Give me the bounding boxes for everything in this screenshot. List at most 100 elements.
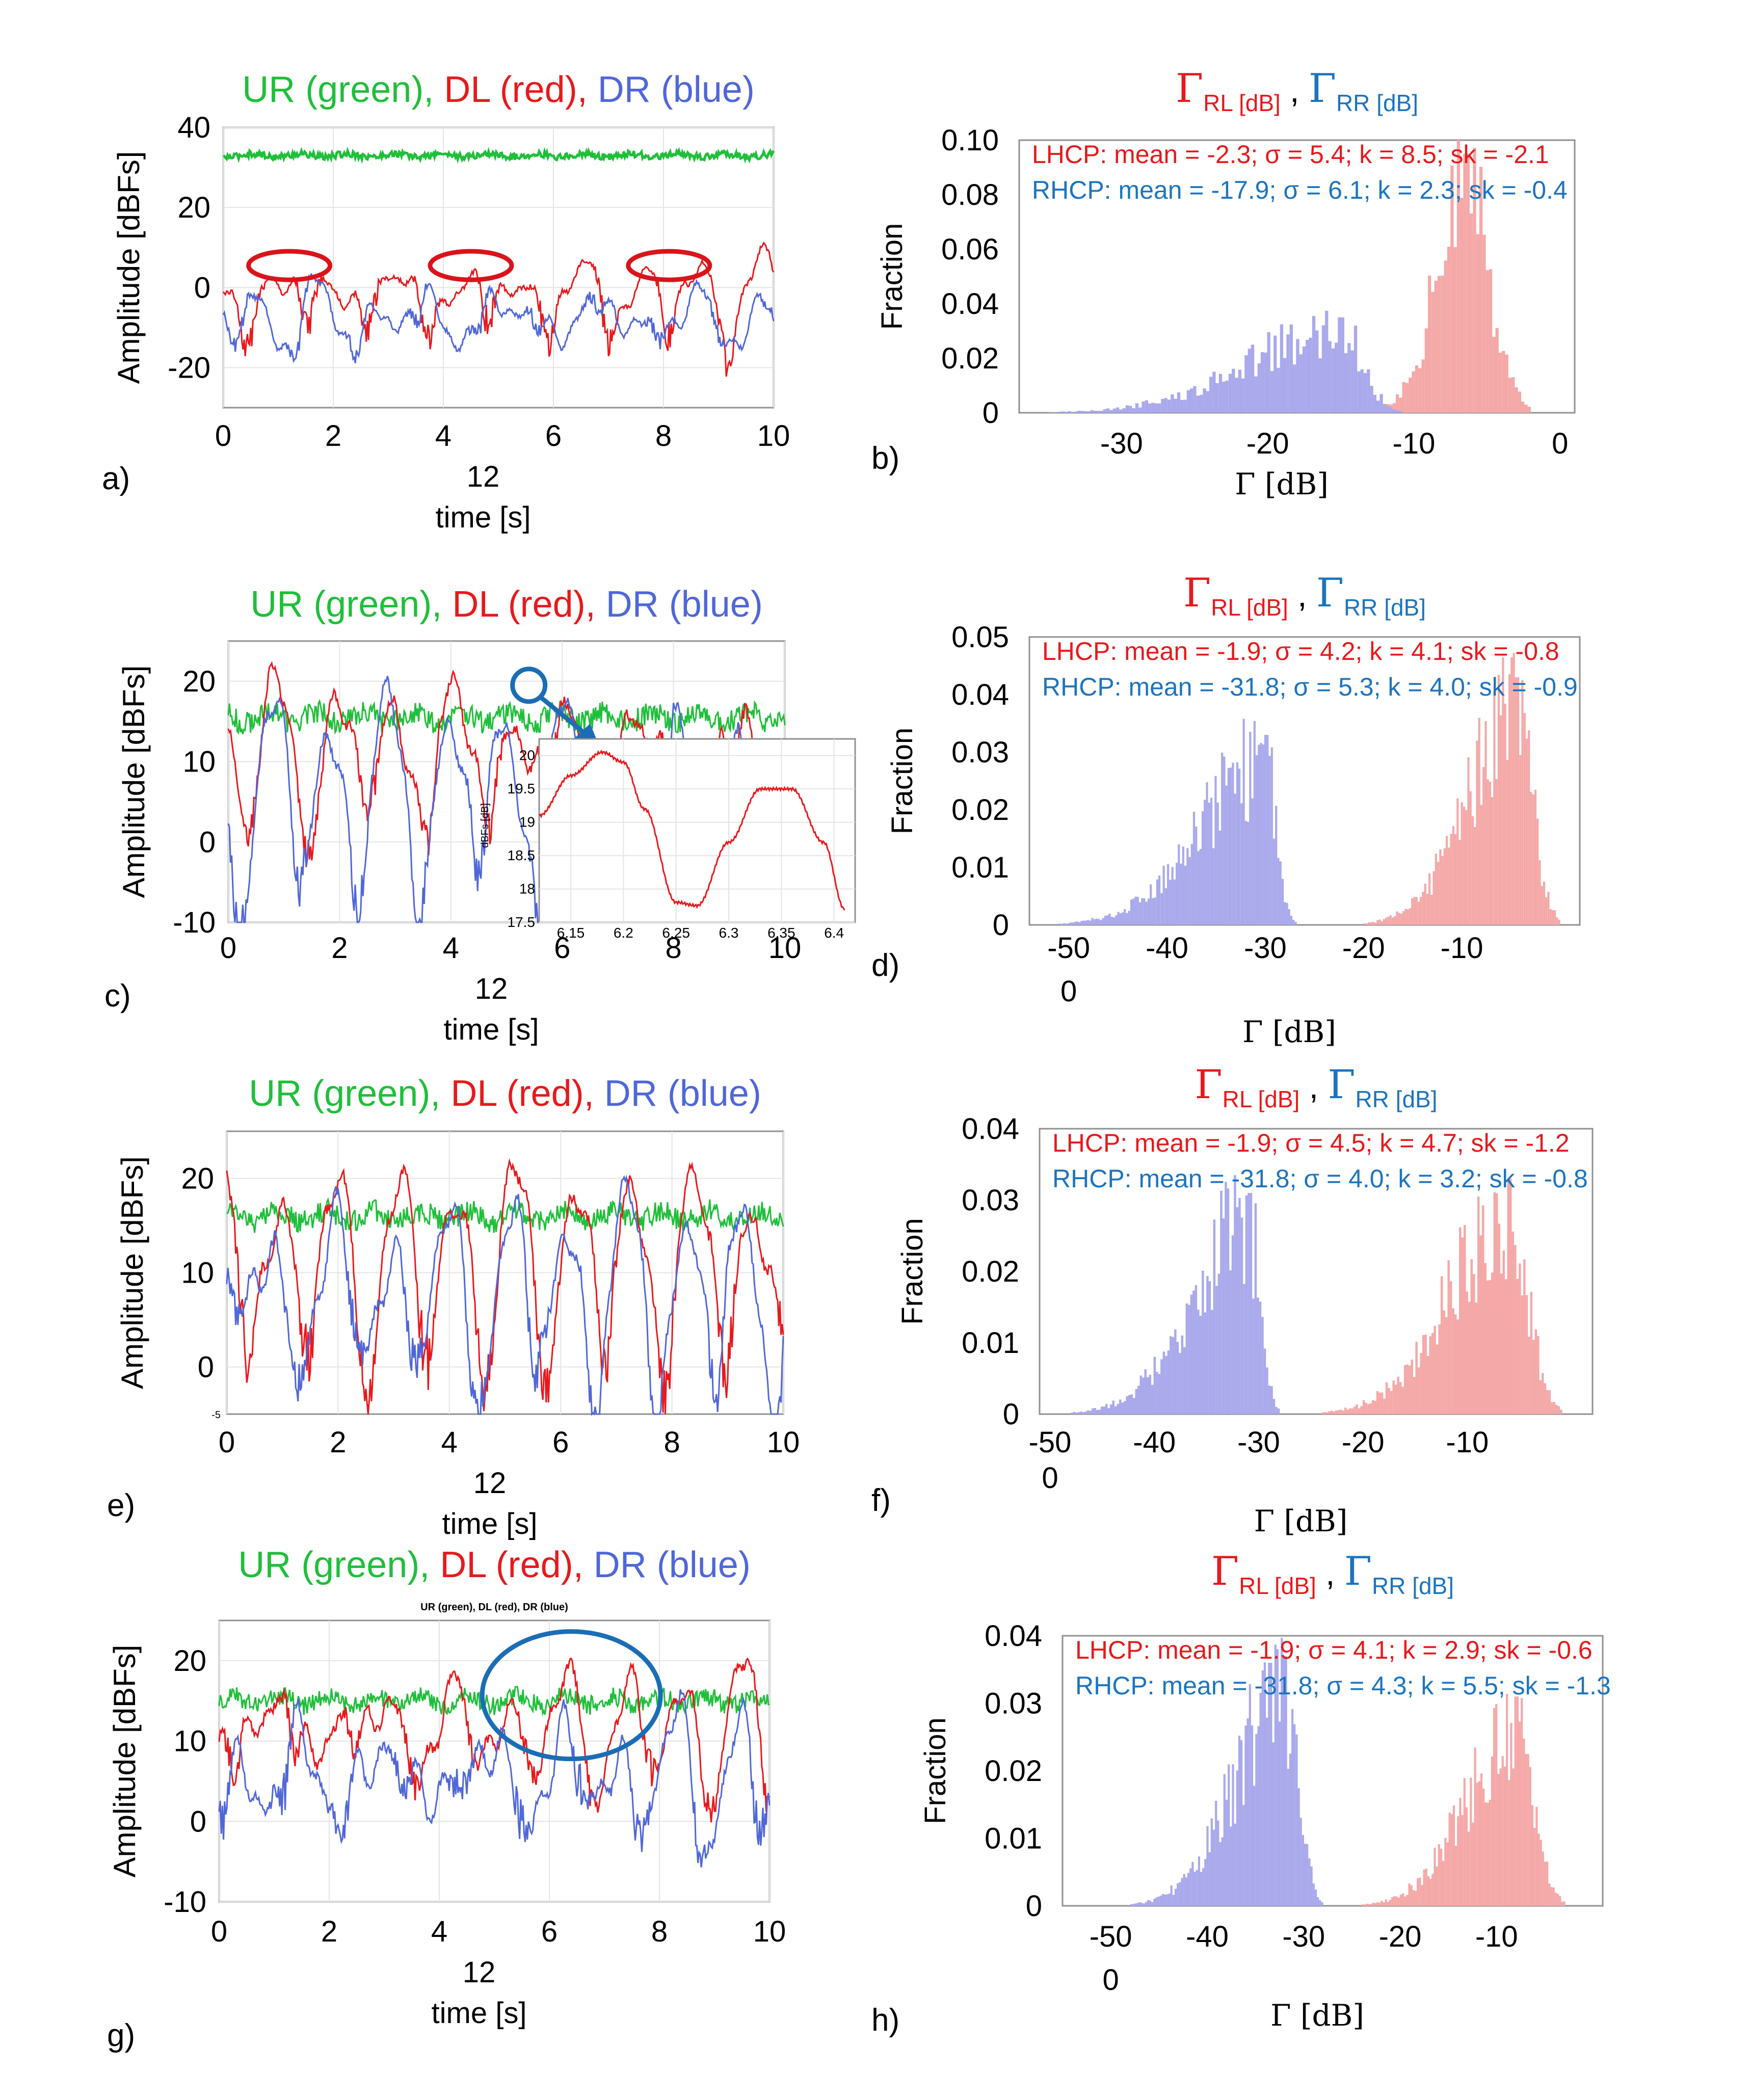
hist-bar-rhcp xyxy=(1299,354,1303,413)
stats-lhcp: LHCP: mean = -2.3; σ = 5.4; k = 8.5; sk … xyxy=(1032,140,1549,169)
hist-bar-lhcp xyxy=(1398,913,1400,925)
x-tick-label: -30 xyxy=(1100,427,1143,460)
hist-bar-lhcp xyxy=(1439,849,1442,925)
hist-bar-rhcp xyxy=(1208,803,1210,925)
hist-bar-rhcp xyxy=(1108,913,1111,925)
y-axis-label: Amplitude [dBFs] xyxy=(117,666,151,898)
hist-bar-rhcp xyxy=(1308,1858,1311,1906)
hist-bar-rhcp xyxy=(1288,909,1290,925)
hist-bar-rhcp xyxy=(1058,411,1062,413)
hist-bar-rhcp xyxy=(1174,398,1177,413)
hist-bar-lhcp xyxy=(1516,1696,1519,1906)
hist-bar-lhcp xyxy=(1556,917,1558,925)
hist-bar-lhcp xyxy=(1420,896,1422,925)
hist-bar-lhcp xyxy=(1561,1901,1563,1906)
hist-bar-rhcp xyxy=(1181,1878,1183,1906)
hist-bar-rhcp xyxy=(1267,332,1270,413)
hist-bar-lhcp xyxy=(1417,901,1420,925)
hist-bar-rhcp xyxy=(1270,1386,1273,1414)
hist-bar-rhcp xyxy=(1155,1897,1158,1906)
hist-bar-lhcp xyxy=(1550,1887,1553,1906)
hist-bar-lhcp xyxy=(1399,397,1402,413)
hist-bar-lhcp xyxy=(1498,1224,1500,1414)
x-tick-label: -40 xyxy=(1133,1426,1176,1459)
y-tick-label: 0.01 xyxy=(951,851,1009,884)
hist-bar-lhcp xyxy=(1385,917,1388,925)
hist-bar-rhcp xyxy=(1124,1401,1126,1414)
hist-bar-rhcp xyxy=(1055,412,1058,413)
hist-bar-rhcp xyxy=(1137,1386,1140,1414)
hist-bar-lhcp xyxy=(1328,1411,1331,1414)
hist-bar-rhcp xyxy=(1268,756,1271,925)
hist-bar-rhcp xyxy=(1204,1859,1207,1906)
hist-bar-lhcp xyxy=(1450,165,1454,413)
hist-bar-rhcp xyxy=(1138,1902,1141,1906)
hist-bar-rhcp xyxy=(1119,913,1122,925)
hist-bar-rhcp xyxy=(1270,371,1274,413)
hist-bar-lhcp xyxy=(1558,919,1560,925)
hist-bar-rhcp xyxy=(1129,406,1132,413)
hist-bar-lhcp xyxy=(1456,1319,1459,1414)
hist-bar-rhcp xyxy=(1170,1336,1172,1414)
hist-bar-lhcp xyxy=(1465,810,1468,925)
y-tick-label: 0 xyxy=(1026,1890,1042,1923)
hist-bar-lhcp xyxy=(1404,1896,1407,1906)
x-tick-label: 10 xyxy=(767,1426,800,1459)
hist-bar-rhcp xyxy=(1287,1769,1289,1906)
hist-bar-lhcp xyxy=(1450,1814,1453,1906)
title-sub-rl: RL [dB] xyxy=(1223,1086,1300,1112)
hist-bar-rhcp xyxy=(1395,410,1399,413)
hist-bar-lhcp xyxy=(1406,1895,1409,1906)
x-tick-label: -50 xyxy=(1090,1920,1132,1953)
panel-title: ΓRL [dB] , ΓRR [dB] xyxy=(1183,570,1426,621)
y-tick-label: 0.02 xyxy=(962,1255,1019,1288)
hist-bar-rhcp xyxy=(1199,1316,1202,1414)
hist-bar-rhcp xyxy=(1277,367,1280,413)
hist-bar-lhcp xyxy=(1487,1802,1489,1906)
hist-bar-rhcp xyxy=(1186,390,1190,413)
hist-bar-rhcp xyxy=(1286,902,1288,925)
hist-bar-rhcp xyxy=(1132,898,1135,925)
hist-bar-rhcp xyxy=(1100,920,1102,925)
hist-bar-rhcp xyxy=(1264,735,1267,925)
hist-bar-lhcp xyxy=(1457,1816,1460,1906)
x-axis-label: Γ [dB] xyxy=(1270,1998,1364,2033)
hist-bar-lhcp xyxy=(1524,404,1528,413)
hist-bar-lhcp xyxy=(1371,1400,1374,1414)
hist-bar-rhcp xyxy=(1325,310,1329,413)
hist-bar-lhcp xyxy=(1337,1410,1340,1414)
hist-bar-lhcp xyxy=(1361,1904,1364,1906)
hist-bar-rhcp xyxy=(1144,1369,1147,1414)
hist-bar-rhcp xyxy=(1135,1389,1137,1414)
hist-bar-rhcp xyxy=(1188,857,1191,925)
hist-bar-lhcp xyxy=(1445,1317,1448,1414)
hist-bar-rhcp xyxy=(1319,1900,1321,1906)
x-tick-label: -50 xyxy=(1029,1426,1072,1459)
hist-bar-rhcp xyxy=(1119,409,1123,413)
hist-bar-lhcp xyxy=(1444,1838,1447,1906)
hist-bar-lhcp xyxy=(1493,1708,1496,1906)
hist-bar-rhcp xyxy=(1214,776,1217,925)
hist-bar-lhcp xyxy=(1495,1704,1498,1906)
hist-bar-lhcp xyxy=(1351,1408,1354,1414)
hist-bar-rhcp xyxy=(1073,1412,1076,1414)
x-tick-label-extra: 0 xyxy=(1103,1963,1119,1997)
hist-bar-lhcp xyxy=(1519,755,1522,925)
hist-bar-lhcp xyxy=(1556,1894,1559,1906)
hist-bar-rhcp xyxy=(1165,1355,1168,1414)
hist-bar-rhcp xyxy=(1070,922,1072,925)
hist-bar-lhcp xyxy=(1421,1885,1423,1906)
hist-bar-rhcp xyxy=(1204,800,1206,925)
x-tick-label: -10 xyxy=(1441,932,1483,965)
hist-bar-rhcp xyxy=(1254,376,1258,413)
hist-bar-lhcp xyxy=(1511,1231,1514,1414)
y-tick-label: 10 xyxy=(181,1257,214,1290)
hist-bar-rhcp xyxy=(1143,898,1146,925)
inset-y-tick-label: 18 xyxy=(519,881,535,897)
hist-bar-lhcp xyxy=(1479,1235,1482,1414)
hist-bar-lhcp xyxy=(1476,740,1478,925)
y-tick-label: 20 xyxy=(182,665,216,698)
hist-bar-lhcp xyxy=(1463,1778,1466,1906)
hist-bar-rhcp xyxy=(1199,849,1202,925)
